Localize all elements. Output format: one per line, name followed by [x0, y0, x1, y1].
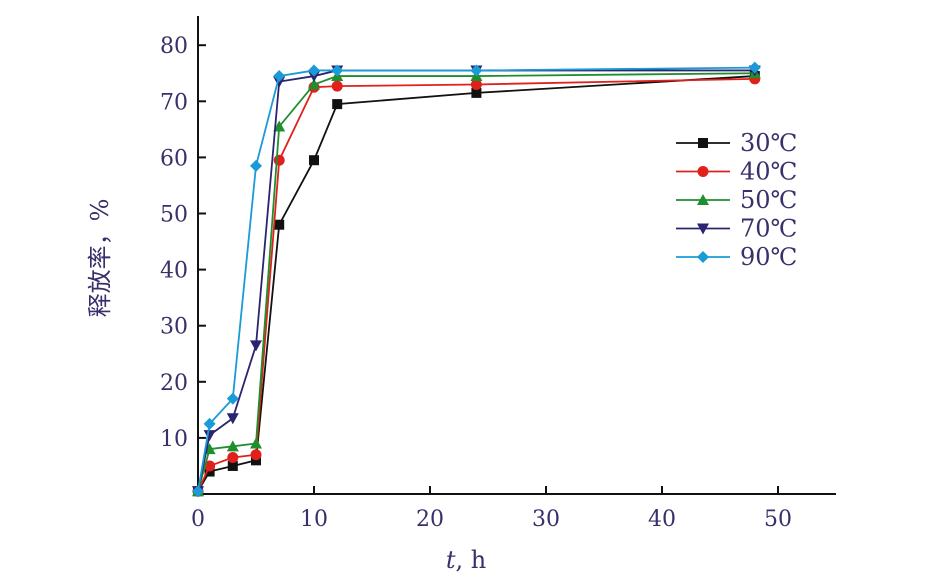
data-point — [697, 251, 709, 263]
data-point — [748, 61, 761, 74]
data-point — [204, 466, 215, 477]
legend: 30℃40℃50℃70℃90℃ — [676, 129, 797, 271]
y-tick-label: 30 — [160, 315, 188, 340]
y-tick-label: 70 — [160, 90, 188, 115]
data-point — [273, 76, 286, 88]
legend-item: 30℃ — [676, 129, 797, 157]
data-point — [470, 78, 482, 90]
legend-item: 70℃ — [676, 215, 797, 243]
series-line — [197, 75, 755, 492]
data-point — [227, 460, 238, 471]
legend-item: 50℃ — [676, 186, 797, 214]
y-tick-label: 10 — [160, 427, 188, 452]
y-tick-label: 80 — [160, 34, 188, 59]
data-point — [471, 87, 482, 98]
x-axis-title: t, h — [446, 546, 486, 574]
data-point — [698, 138, 708, 148]
legend-label: 40℃ — [740, 158, 797, 186]
legend-label: 90℃ — [740, 243, 797, 271]
data-point — [697, 223, 709, 235]
data-point — [331, 64, 344, 77]
y-tick-label: 50 — [160, 203, 188, 228]
data-point — [226, 392, 239, 405]
data-point — [273, 70, 286, 83]
x-tick-label: 50 — [764, 507, 792, 532]
series-line — [197, 77, 755, 492]
x-tick-label: 10 — [300, 507, 328, 532]
series-line — [197, 69, 755, 492]
legend-item: 90℃ — [676, 243, 797, 271]
data-point — [470, 64, 483, 77]
x-axis-title-unit: , h — [455, 546, 486, 574]
y-ticks: 10 20 30 40 50 60 70 80 — [160, 34, 206, 452]
x-tick-label: 20 — [416, 507, 444, 532]
x-tick-label: 0 — [191, 507, 205, 532]
data-point — [273, 120, 286, 132]
data-point — [250, 159, 262, 172]
axes — [197, 16, 836, 495]
x-axis-title-var: t — [446, 546, 456, 574]
data-point — [250, 437, 262, 449]
legend-label: 70℃ — [740, 215, 797, 243]
series-50℃ — [192, 67, 761, 497]
data-point — [204, 460, 216, 472]
data-point — [250, 449, 262, 461]
y-tick-label: 40 — [160, 259, 188, 284]
data-point — [309, 155, 319, 166]
data-point — [203, 430, 216, 442]
data-point — [697, 194, 709, 205]
data-point — [226, 440, 239, 452]
legend-label: 30℃ — [740, 129, 797, 157]
data-point — [331, 80, 343, 92]
data-point — [251, 455, 261, 466]
data-point — [192, 485, 204, 498]
x-tick-label: 40 — [648, 507, 676, 532]
series-line — [197, 72, 755, 492]
data-point — [226, 413, 239, 425]
x-ticks: 0 10 20 30 40 50 — [191, 486, 792, 532]
data-point — [227, 452, 239, 464]
data-point — [250, 340, 262, 352]
data-point — [273, 154, 285, 166]
series-group — [192, 61, 761, 498]
legend-label: 50℃ — [740, 186, 797, 214]
data-point — [274, 219, 285, 230]
data-point — [332, 99, 343, 110]
series-90℃ — [192, 61, 761, 498]
x-tick-label: 30 — [532, 507, 560, 532]
data-point — [308, 71, 320, 83]
data-point — [308, 64, 320, 77]
legend-item: 40℃ — [676, 158, 797, 186]
data-point — [203, 417, 216, 430]
y-axis-title: 释放率，% — [86, 199, 114, 318]
y-tick-label: 60 — [160, 146, 188, 171]
data-point — [308, 78, 320, 90]
data-point — [697, 166, 709, 177]
y-tick-label: 20 — [160, 371, 188, 396]
